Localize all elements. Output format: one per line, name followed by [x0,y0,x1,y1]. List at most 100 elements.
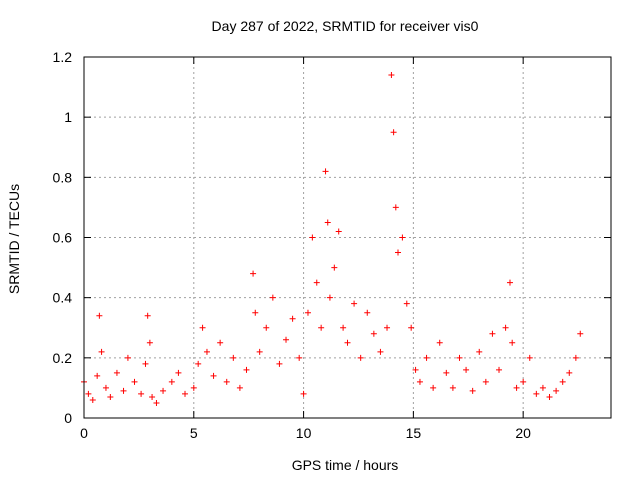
data-point [423,354,430,361]
data-point [357,354,364,361]
data-point [509,339,516,346]
data-point [322,168,329,175]
plot-frame [83,56,612,419]
grid-lines [84,57,611,418]
data-point [98,348,105,355]
chart-title: Day 287 of 2022, SRMTID for receiver vis… [212,18,479,34]
data-point [120,387,127,394]
data-point [456,354,463,361]
data-point [469,387,476,394]
data-point [182,390,189,397]
data-point [377,348,384,355]
data-point [520,378,527,385]
data-point [236,384,243,391]
data-point [160,387,167,394]
axis-ticks: 0 5 10 15 20 0 0.2 0.4 0.6 0.8 1 1.2 [53,49,611,441]
data-point [223,378,230,385]
data-point [399,234,406,241]
data-point [94,372,101,379]
data-point [463,366,470,373]
data-point [449,384,456,391]
data-point [243,366,250,373]
data-point [344,339,351,346]
data-point [85,390,92,397]
y-axis-label: SRMTID / TECUs [6,184,22,294]
data-point [392,204,399,211]
data-point [146,339,153,346]
data-point [107,393,114,400]
data-point [296,354,303,361]
data-point [113,369,120,376]
data-point [502,324,509,331]
data-point [533,390,540,397]
data-point [443,369,450,376]
data-points [81,72,584,406]
data-point [230,354,237,361]
y-tick-label: 0.6 [53,230,73,246]
data-point [131,378,138,385]
data-point [340,324,347,331]
data-point [351,300,358,307]
x-tick-label: 0 [80,425,88,441]
data-point [403,300,410,307]
data-point [96,312,103,319]
data-point [506,279,513,286]
y-tick-label: 0 [64,410,72,426]
data-point [539,384,546,391]
data-point [412,366,419,373]
data-point [395,249,402,256]
data-point [289,315,296,322]
data-point [300,390,307,397]
data-point [263,324,270,331]
data-point [489,330,496,337]
data-point [416,378,423,385]
data-point [496,366,503,373]
data-point [138,390,145,397]
data-point [388,72,395,79]
data-point [364,309,371,316]
data-point [313,279,320,286]
data-point [476,348,483,355]
data-point [195,360,202,367]
y-tick-label: 0.8 [53,169,73,185]
x-tick-label: 10 [296,425,312,441]
data-point [269,294,276,301]
data-point [482,378,489,385]
data-point [318,324,325,331]
data-point [142,360,149,367]
data-point [436,339,443,346]
data-point [199,324,206,331]
y-tick-label: 0.4 [53,290,73,306]
data-point [566,369,573,376]
data-point [190,384,197,391]
x-tick-label: 20 [515,425,531,441]
data-point [276,360,283,367]
data-point [331,264,338,271]
data-point [370,330,377,337]
data-point [553,387,560,394]
data-point [526,354,533,361]
data-point [217,339,224,346]
data-point [384,324,391,331]
data-point [559,378,566,385]
data-point [546,393,553,400]
x-axis-label: GPS time / hours [292,457,399,473]
data-point [252,309,259,316]
data-point [124,354,131,361]
data-point [149,393,156,400]
data-point [175,369,182,376]
data-point [102,384,109,391]
data-point [309,234,316,241]
y-tick-label: 1 [64,109,72,125]
data-point [408,324,415,331]
data-point [335,228,342,235]
x-tick-label: 15 [406,425,422,441]
data-point [283,336,290,343]
data-point [203,348,210,355]
data-point [153,399,160,406]
data-point [210,372,217,379]
data-point [250,270,257,277]
data-point [572,354,579,361]
data-point [324,219,331,226]
